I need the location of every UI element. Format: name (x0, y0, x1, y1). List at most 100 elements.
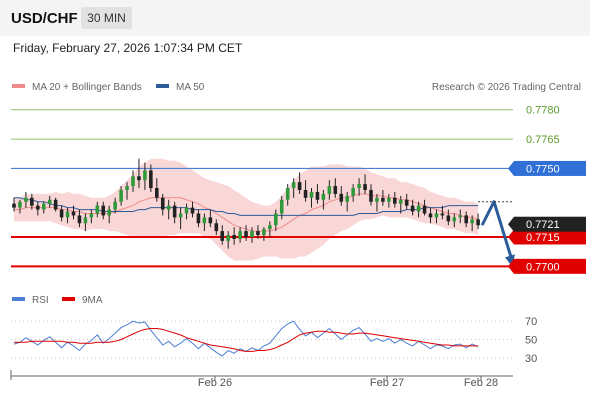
candle-body (24, 197, 28, 202)
legend-swatch (12, 84, 25, 88)
forecast-arrow (480, 200, 515, 267)
candle-body (41, 203, 46, 210)
current-price-label: 0.7721 (526, 219, 560, 231)
candle-body (149, 170, 153, 189)
candle-body (327, 186, 332, 194)
candle-body (83, 217, 88, 224)
current-price-pointer (508, 216, 514, 232)
level-tag-pointer (508, 229, 514, 245)
candle-body (47, 199, 52, 204)
candle-body (464, 215, 468, 224)
level-price-tag (514, 258, 586, 274)
copyright-text: Research © 2026 Trading Central (432, 82, 581, 93)
candle-body (53, 199, 58, 210)
candle-body (398, 199, 403, 204)
candle-body (178, 213, 183, 218)
datetime-label: Friday, February 27, 2026 1:07:34 PM CET (13, 41, 243, 55)
candle-body (155, 188, 159, 198)
candle-body (71, 211, 76, 216)
candle-body (125, 186, 129, 190)
level-price-label: 0.7780 (526, 105, 560, 117)
candle-body (470, 219, 474, 224)
x-axis-label: Feb 27 (370, 377, 404, 389)
timeframe-button[interactable]: 30 MIN (81, 7, 132, 29)
candle-body (184, 207, 189, 214)
x-axis-label: Feb 28 (464, 377, 498, 389)
candle-body (458, 215, 463, 218)
candle-body (434, 213, 439, 218)
candle-body (143, 170, 147, 181)
candle-body (363, 184, 367, 190)
candle-body (274, 213, 278, 226)
candle-body (107, 209, 111, 216)
candle-body (303, 189, 308, 198)
rsi-panel: RSI 9MA 70 50 30 (11, 295, 537, 365)
candle-body (137, 176, 141, 181)
candle-body (244, 231, 248, 237)
candle-body (113, 201, 117, 210)
candle-body (351, 188, 355, 196)
candle-body (422, 205, 427, 214)
candle-body (291, 182, 296, 189)
level-tag-pointer (508, 258, 514, 274)
rsi-legend-swatch (62, 297, 75, 301)
candle-body (65, 211, 70, 218)
candle-body (36, 205, 40, 210)
candle-body (232, 235, 236, 239)
candle-body (309, 191, 314, 198)
candle-body (381, 197, 385, 202)
candle-body (131, 176, 135, 187)
legend-label: MA 50 (176, 82, 205, 93)
candle-body (476, 219, 480, 226)
rsi-line (13, 320, 479, 357)
candle-body (428, 213, 433, 218)
price-levels (11, 109, 513, 268)
candle-body (101, 205, 106, 216)
candle-body (166, 205, 171, 210)
candle-body (321, 193, 326, 200)
candle-body (59, 209, 64, 218)
x-axis: Feb 26 Feb 27 Feb 28 (10, 370, 513, 389)
header-bar: USD/CHF 30 MIN (0, 0, 590, 36)
candle-body (345, 195, 349, 202)
candle-body (262, 229, 266, 236)
rsi-legend-label: RSI (32, 295, 49, 306)
level-price-label: 0.7765 (526, 134, 560, 146)
candle-body (315, 191, 320, 200)
chart-legend: MA 20 + Bollinger Bands MA 50 (12, 82, 205, 93)
candle-body (393, 197, 397, 204)
candle-body (238, 231, 242, 239)
candle-body (30, 197, 34, 206)
candle-body (172, 205, 177, 218)
candlesticks (12, 158, 480, 249)
candle-body (77, 215, 82, 224)
candle-body (387, 197, 391, 202)
candle-body (160, 197, 165, 210)
level-price-tag (514, 160, 586, 176)
x-axis-label: Feb 26 (198, 377, 232, 389)
candle-body (333, 186, 338, 194)
symbol-title: USD/CHF (11, 10, 78, 27)
candle-body (440, 213, 445, 216)
candle-body (202, 217, 207, 224)
candle-body (339, 193, 344, 202)
candle-body (297, 182, 302, 190)
bollinger-bands (14, 158, 479, 261)
candle-body (285, 188, 290, 200)
level-tag-pointer (508, 160, 514, 176)
candle-body (357, 184, 361, 189)
rsi-tick-label: 50 (525, 335, 537, 347)
rsi-tick-label: 70 (525, 316, 537, 328)
candle-body (446, 215, 451, 222)
legend-label: MA 20 + Bollinger Bands (32, 82, 142, 93)
forecast-path (480, 200, 514, 261)
price-labels: 0.7780 0.7765 0.7750 0.7715 0.7700 0.7721 (478, 105, 586, 274)
level-price-label: 0.7715 (526, 232, 560, 244)
candle-body (410, 205, 415, 212)
candle-body (404, 199, 409, 206)
candle-body (256, 231, 260, 236)
candle-body (250, 231, 254, 237)
rsi-ma-line (14, 328, 479, 352)
candle-body (119, 189, 123, 202)
